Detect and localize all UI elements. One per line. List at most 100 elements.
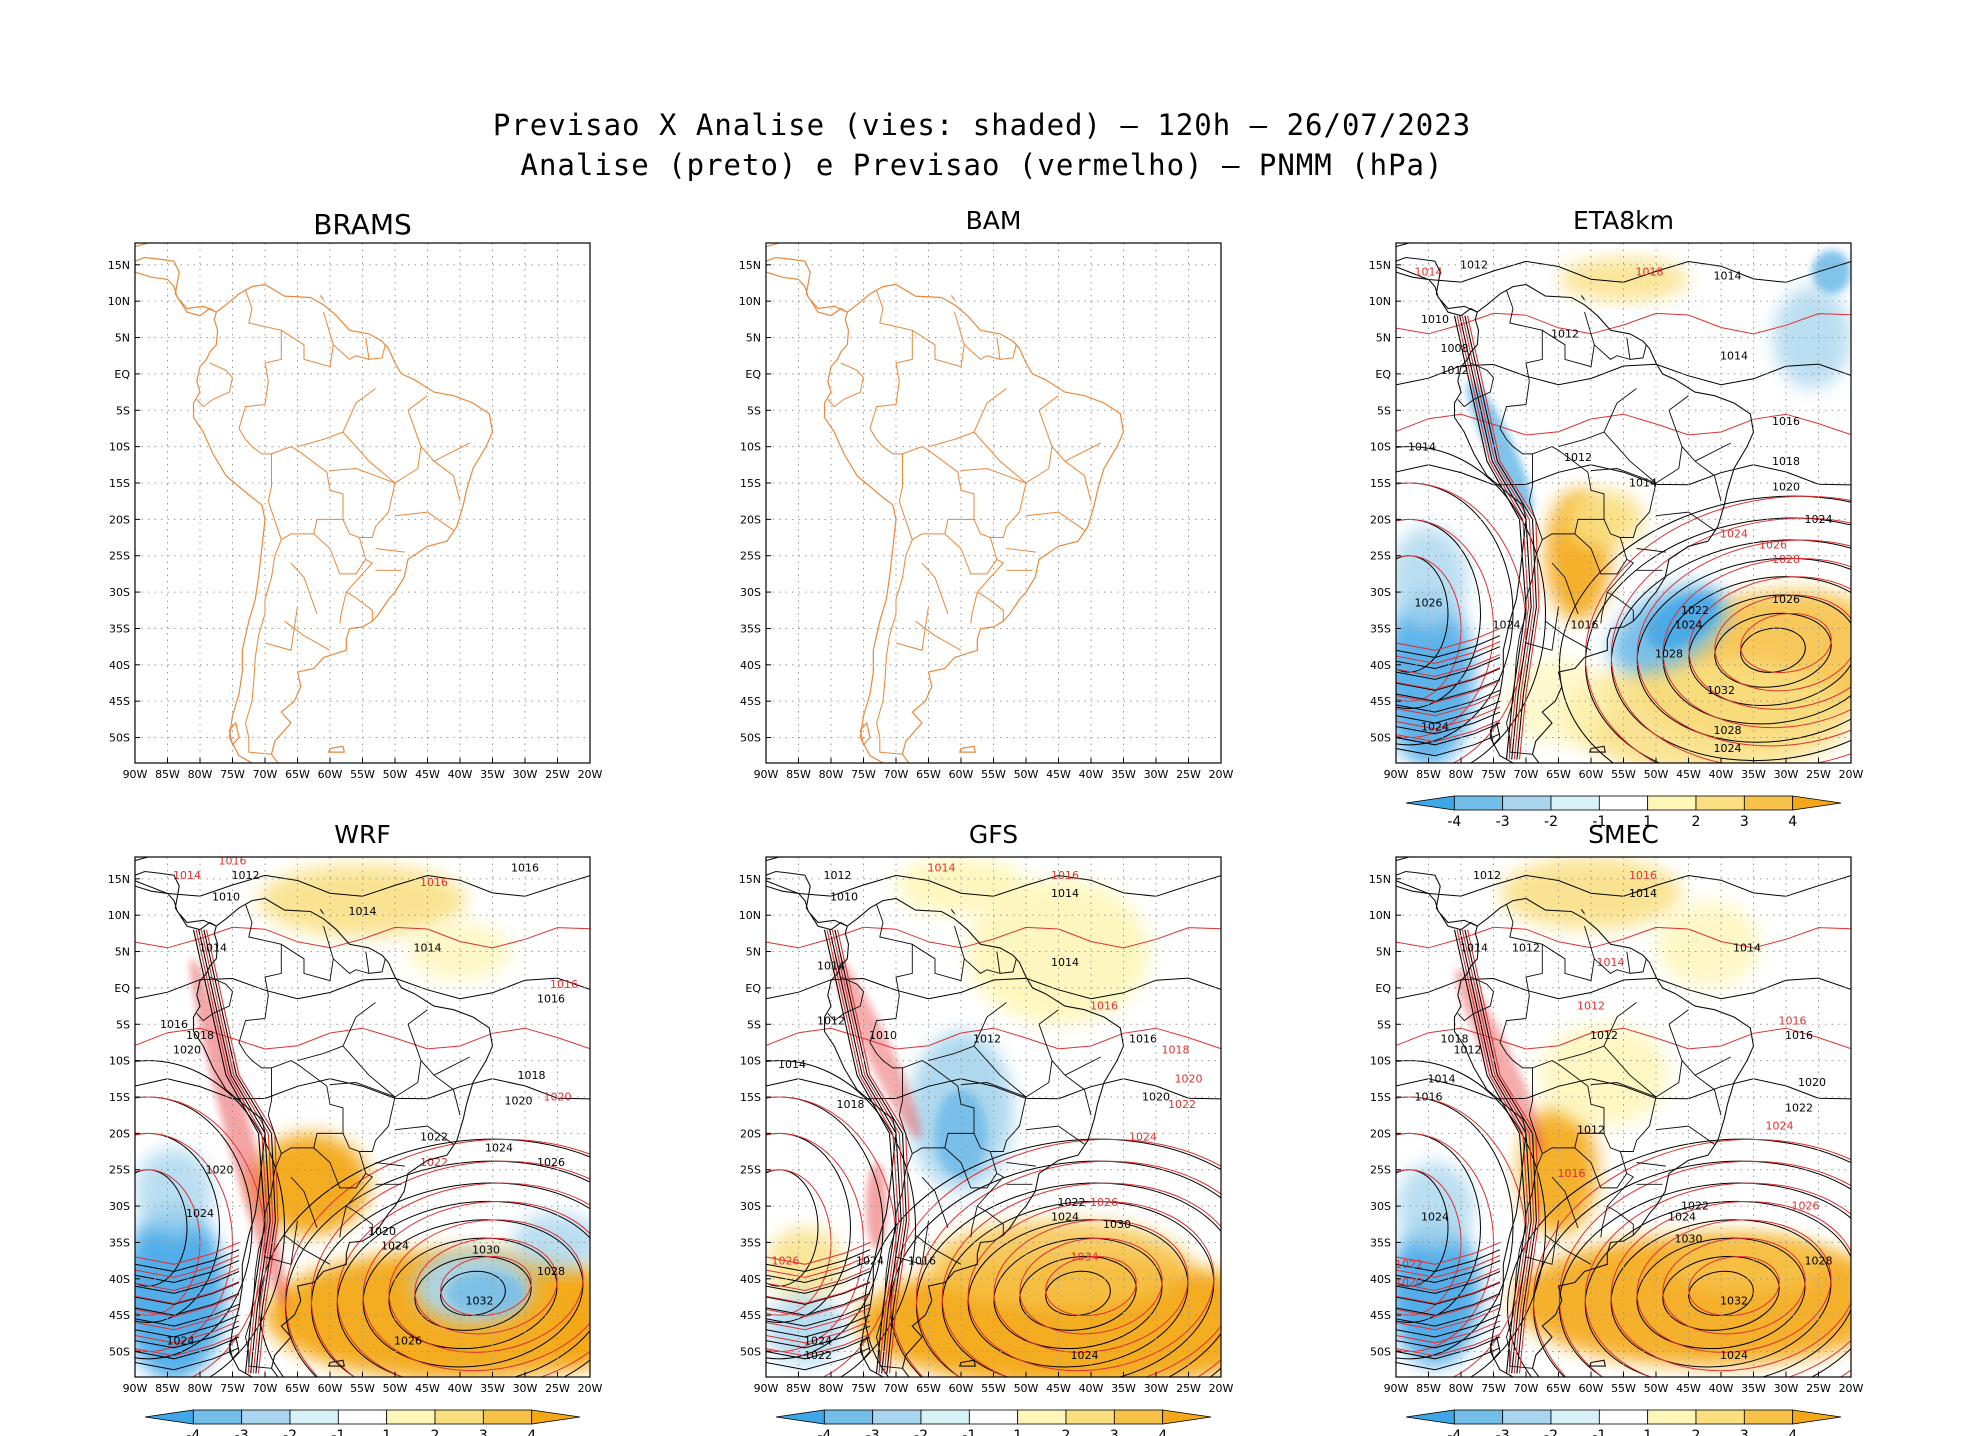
colorbar-cell <box>1453 1409 1504 1425</box>
isobar-label: 1014 <box>928 862 956 875</box>
isobar-label: 1020 <box>1772 480 1800 493</box>
forecast-isobar <box>440 1256 532 1317</box>
lat-tick-label: 15S <box>740 1091 761 1104</box>
lat-tick-label: 50S <box>109 1346 130 1359</box>
lat-tick-label: 25S <box>740 1164 761 1177</box>
country-border <box>339 591 347 624</box>
tropical-isobar <box>766 1078 1221 1100</box>
island <box>228 1335 240 1360</box>
analysis-isobar <box>1532 1160 1851 1377</box>
lat-tick-label: 40S <box>1370 659 1391 672</box>
country-border <box>342 1045 396 1098</box>
country-border <box>895 1220 929 1265</box>
forecast-isobar <box>135 1281 240 1305</box>
colorbar-cell <box>1502 795 1552 811</box>
country-border <box>332 951 370 975</box>
analysis-isobar <box>1396 1336 1501 1360</box>
country-border <box>1655 511 1689 517</box>
country-border <box>238 1018 272 1116</box>
map-content <box>135 243 590 763</box>
lon-tick-label: 80W <box>819 768 844 781</box>
country-border <box>1457 362 1495 408</box>
isobar-label: 1024 <box>1714 742 1742 755</box>
bias-patch <box>1558 257 1689 302</box>
coastline-south-america <box>823 897 1125 1377</box>
analysis-isobar <box>440 1270 506 1316</box>
country-border <box>1006 547 1036 553</box>
country-border <box>290 562 318 615</box>
analysis-isobar <box>362 1219 584 1368</box>
lon-tick-label: 90W <box>1384 1382 1409 1395</box>
analysis-isobar <box>310 1182 590 1377</box>
colorbar-cell <box>1598 1409 1649 1425</box>
country-border <box>342 388 376 433</box>
colorbar-label: -3 <box>235 1428 249 1436</box>
axis-labels: 15N 10N 5N EQ 5S 10S 15S 20S 25S 30S 35S 40S 45S 50S 9… <box>108 873 603 1395</box>
country-border <box>264 606 299 651</box>
bias-patch <box>1656 900 1760 988</box>
colorbar-label: -3 <box>1496 1428 1510 1436</box>
forecast-isobar <box>135 1294 240 1318</box>
analysis-isobar <box>766 1314 871 1338</box>
forecast-isobar <box>1610 517 1851 763</box>
isobar-label: 1018 <box>837 1098 865 1111</box>
analysis-isobar <box>1396 1314 1501 1338</box>
lon-tick-label: 30W <box>513 768 538 781</box>
forecast-isobar <box>941 1182 1221 1377</box>
colorbar-label: 1 <box>382 1428 391 1436</box>
tropical-isobar <box>135 1078 590 1100</box>
forecast-isobar <box>1662 557 1851 729</box>
country-border <box>1590 468 1657 484</box>
gridlines <box>1396 243 1851 763</box>
country-border <box>1006 1162 1036 1167</box>
lat-tick-label: 45S <box>109 695 130 708</box>
analysis-isobar <box>967 1219 1189 1368</box>
lon-tick-label: 50W <box>383 1382 408 1395</box>
colorbar-label: 4 <box>1158 1428 1167 1436</box>
country-border <box>1545 620 1592 651</box>
lon-tick-label: 20W <box>1209 768 1234 781</box>
country-border <box>433 442 471 462</box>
colorbar-label: -3 <box>866 1428 880 1436</box>
country-border <box>329 467 396 484</box>
isobar-label: 1026 <box>537 1156 565 1169</box>
colorbar-cell <box>1647 1409 1697 1425</box>
island <box>958 745 977 753</box>
coastline-south-america <box>1453 283 1755 763</box>
bias-patch <box>1812 250 1851 294</box>
country-border <box>990 446 1053 539</box>
lon-tick-label: 20W <box>1209 1382 1234 1395</box>
isobar-label: 1024 <box>381 1240 409 1253</box>
coastline-trinidad <box>950 295 955 301</box>
colorbar-cell <box>1743 1409 1794 1425</box>
lon-tick-label: 80W <box>819 1382 844 1395</box>
lat-tick-label: 5N <box>746 946 761 959</box>
country-border <box>963 337 1001 361</box>
lat-tick-label: 15N <box>108 873 130 886</box>
gridlines <box>766 243 1221 763</box>
analysis-isobar <box>1396 711 1501 735</box>
lon-tick-label: 25W <box>1806 768 1831 781</box>
analysis-isobar <box>135 1292 240 1316</box>
lon-tick-label: 60W <box>949 1382 974 1395</box>
isobar-label: 1032 <box>1707 684 1735 697</box>
country-border <box>1038 1009 1059 1025</box>
country-border <box>1694 442 1732 462</box>
coastline-central-america <box>135 870 217 931</box>
isobar-label: 1020 <box>173 1043 201 1056</box>
analysis-isobar <box>1507 1138 1851 1377</box>
country-border <box>375 547 405 553</box>
colorbar-label: 3 <box>479 1428 488 1436</box>
bias-patch <box>1646 594 1718 649</box>
lat-tick-label: 40S <box>1370 1273 1391 1286</box>
lon-tick-label: 55W <box>981 1382 1006 1395</box>
isobar-label: 1024 <box>1668 1211 1696 1224</box>
country-border <box>915 620 962 651</box>
lat-tick-label: EQ <box>745 982 761 995</box>
country-border <box>1600 591 1608 624</box>
coastline-central-america <box>1396 870 1478 931</box>
lat-tick-label: 45S <box>740 695 761 708</box>
analysis-isobar <box>1396 668 1501 691</box>
